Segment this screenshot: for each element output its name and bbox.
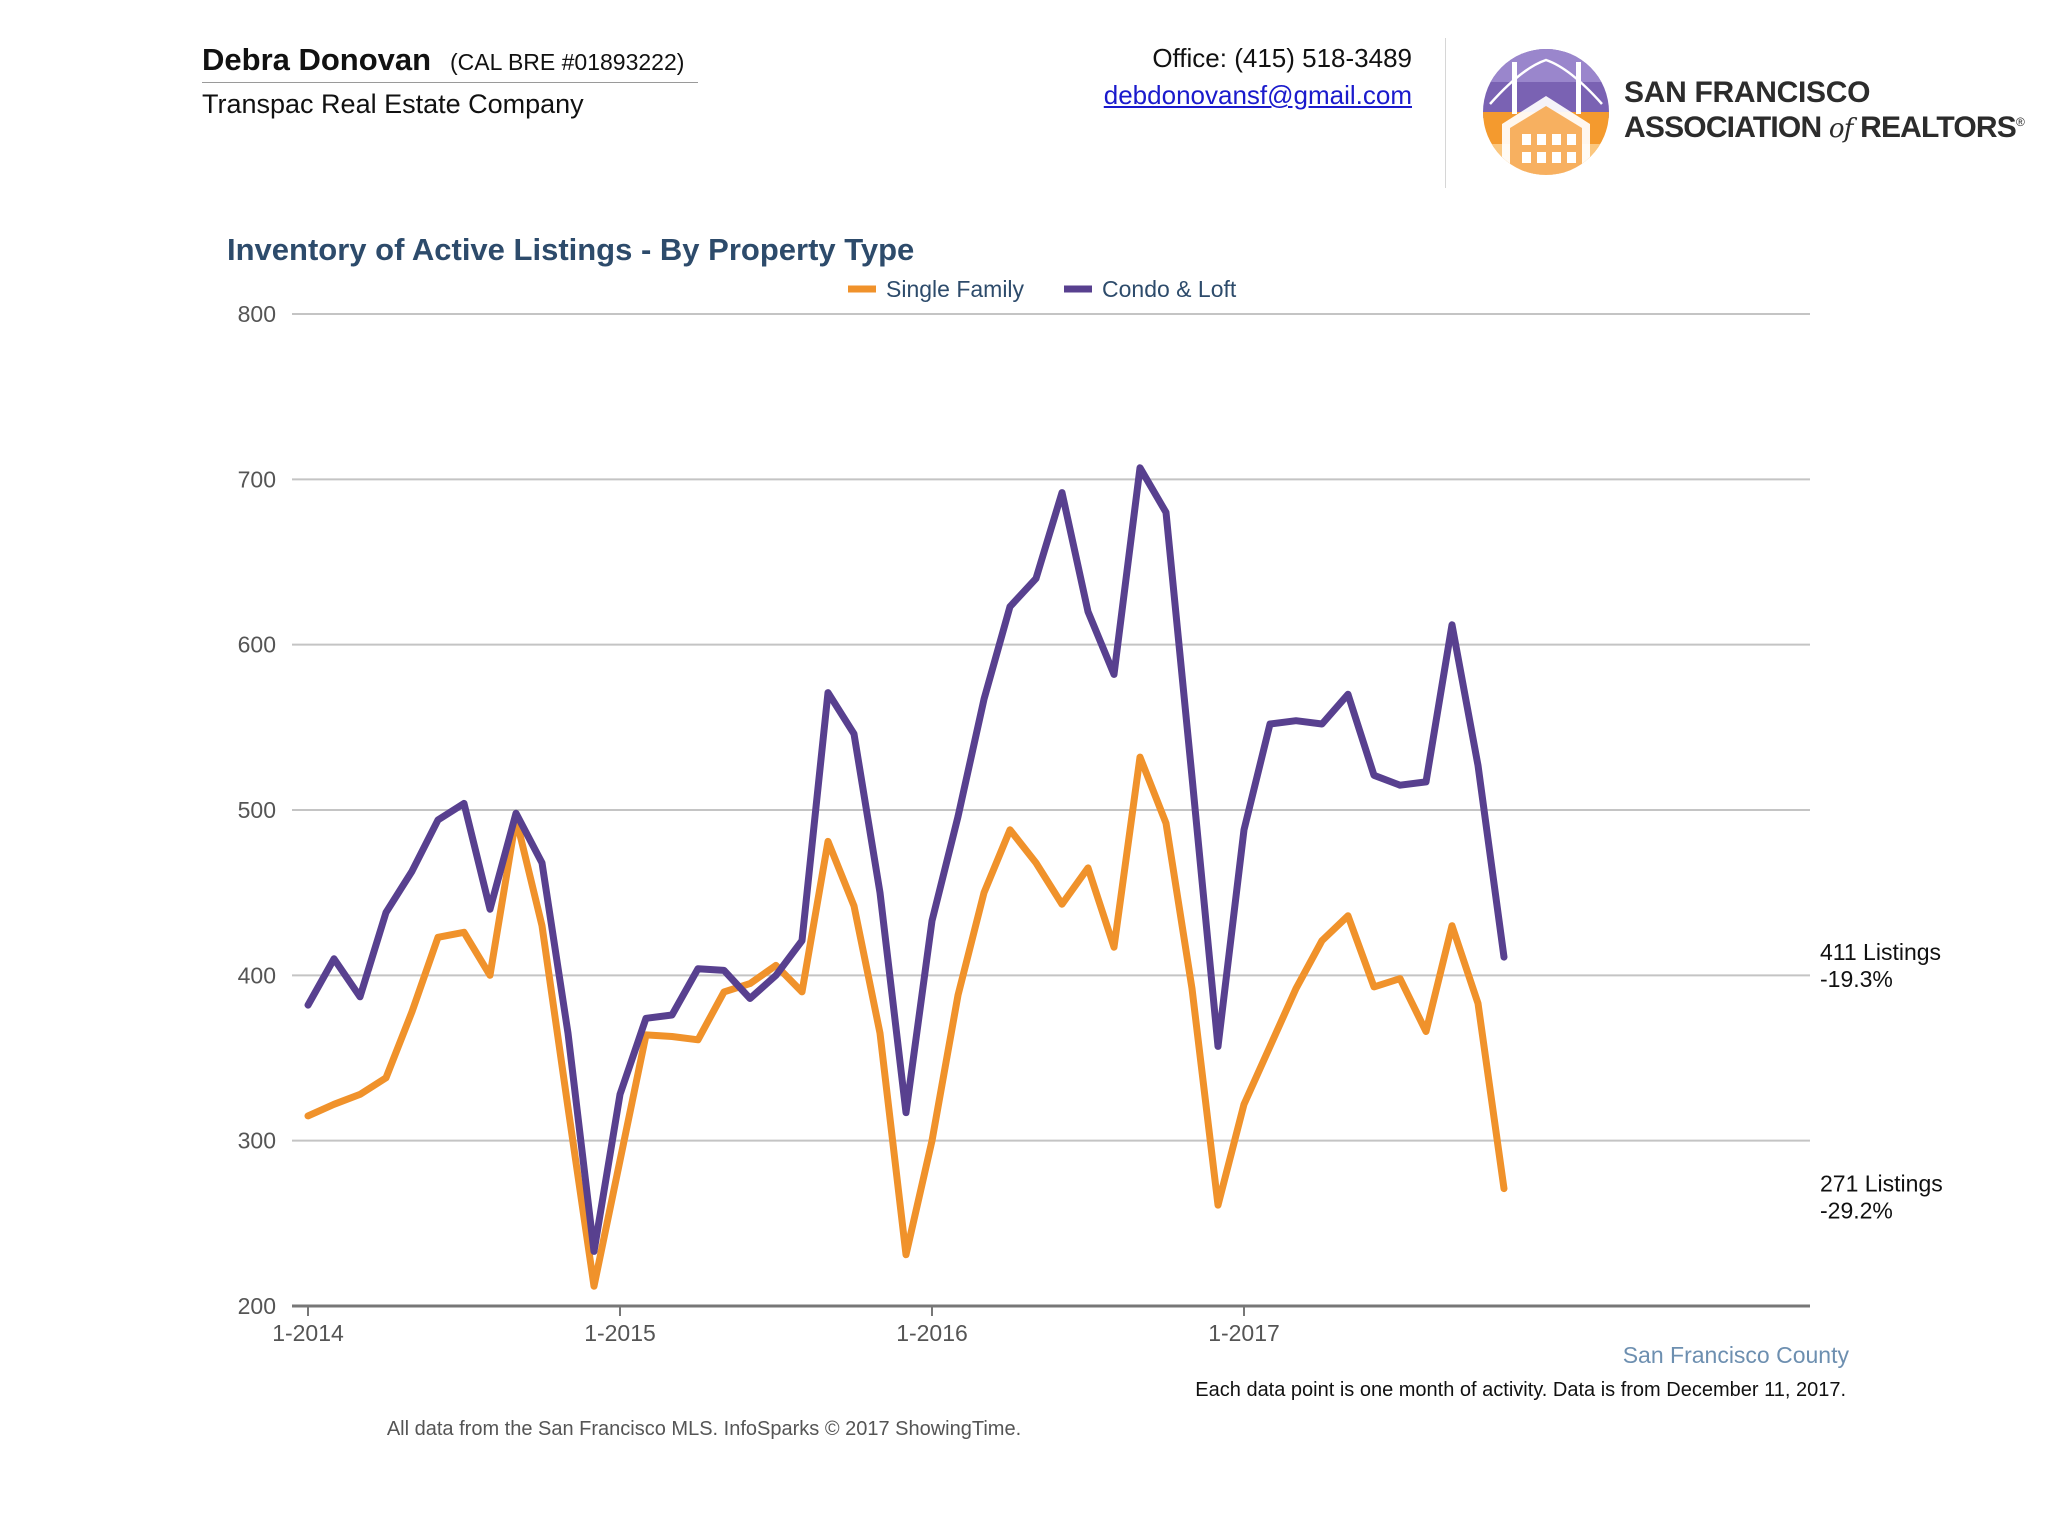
series-line [304,464,1508,1255]
company-name: Transpac Real Estate Company [202,89,584,119]
legend-label: Single Family [886,276,1025,302]
header-underline [202,82,698,83]
agent-name: Debra Donovan [202,42,432,77]
x-tick-label: 1-2015 [584,1320,656,1346]
logo-text-line2: ASSOCIATION of REALTORS® [1624,111,2025,145]
logo-registered-mark: ® [2015,115,2025,129]
y-tick-label: 600 [238,632,276,658]
email-link[interactable]: debdonovansf@gmail.com [1103,80,1412,110]
x-tick-label: 1-2016 [896,1320,968,1346]
y-tick-label: 400 [238,962,276,988]
x-tick-label: 1-2017 [1208,1320,1280,1346]
end-change-label: -29.2% [1820,1198,1893,1224]
end-label: 411 Listings [1820,939,1941,965]
data-note: Each data point is one month of activity… [1195,1379,1846,1401]
end-label: 271 Listings [1820,1171,1943,1197]
y-tick-label: 500 [238,797,276,823]
region-label: San Francisco County [1622,1342,1849,1368]
y-tick-label: 800 [238,301,276,327]
end-change-label: -19.3% [1820,966,1893,992]
y-tick-label: 200 [238,1293,276,1319]
header-divider [1445,38,1446,188]
x-tick-label: 1-2014 [272,1320,344,1346]
logo-association: ASSOCIATION [1624,111,1822,144]
source-credit: All data from the San Francisco MLS. Inf… [386,1418,1022,1440]
logo-of: of [1828,114,1853,144]
series-line [304,753,1508,1290]
legend-label: Condo & Loft [1102,276,1237,302]
office-phone: Office: (415) 518-3489 [1152,43,1412,73]
agent-license: (CAL BRE #01893222) [450,49,685,75]
y-tick-label: 300 [238,1128,276,1154]
y-tick-label: 700 [238,466,276,492]
logo-realtors: REALTORS [1860,111,2017,144]
sfar-logo-icon [1483,49,1609,175]
logo-text-line1: SAN FRANCISCO [1624,76,1871,109]
chart-title: Inventory of Active Listings - By Proper… [227,232,915,267]
